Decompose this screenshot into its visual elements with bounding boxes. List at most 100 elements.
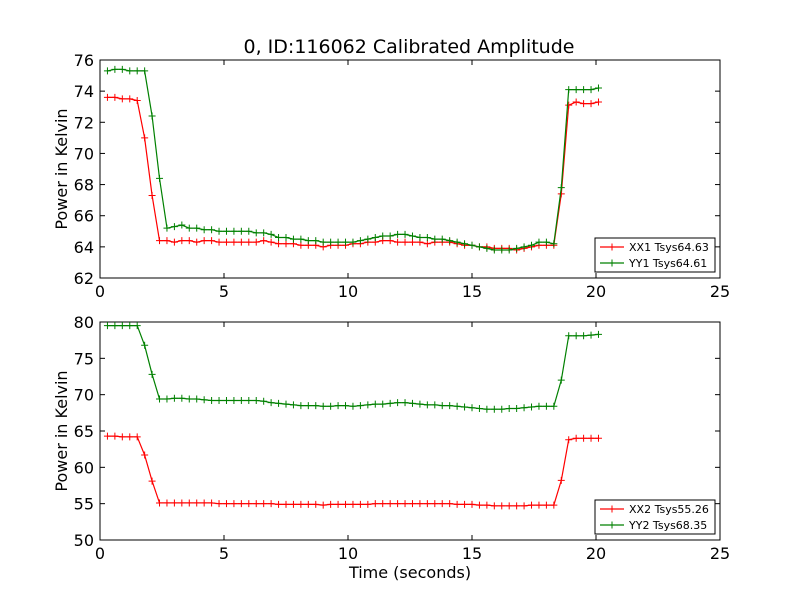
data-point: [111, 65, 119, 73]
data-point: [327, 238, 335, 246]
data-point: [267, 500, 275, 508]
data-point: [528, 241, 536, 249]
data-point: [542, 501, 550, 509]
data-point: [513, 244, 521, 252]
data-point: [364, 401, 372, 409]
data-point: [468, 500, 476, 508]
data-point: [215, 227, 223, 235]
data-point: [327, 500, 335, 508]
data-point: [401, 399, 409, 407]
data-point: [528, 501, 536, 509]
data-point: [520, 243, 528, 251]
data-point: [587, 331, 595, 339]
y-tick-label: 55: [74, 495, 94, 514]
data-point: [572, 98, 580, 106]
data-point: [185, 395, 193, 403]
data-point: [237, 500, 245, 508]
data-point: [490, 502, 498, 510]
data-point: [193, 499, 201, 507]
data-point: [193, 238, 201, 246]
x-tick-label: 15: [462, 544, 482, 563]
data-point: [572, 332, 580, 340]
data-point: [557, 184, 565, 192]
data-point: [260, 500, 268, 508]
data-point: [386, 500, 394, 508]
data-point: [520, 502, 528, 510]
data-point: [364, 235, 372, 243]
x-tick-label: 15: [462, 282, 482, 301]
data-point: [163, 395, 171, 403]
y-tick-label: 60: [74, 458, 94, 477]
data-point: [371, 400, 379, 408]
data-point: [118, 433, 126, 441]
data-point: [550, 402, 558, 410]
y-tick-label: 76: [74, 51, 94, 70]
data-point: [252, 500, 260, 508]
data-point: [141, 451, 149, 459]
data-point: [111, 432, 119, 440]
data-point: [483, 501, 491, 509]
data-point: [594, 98, 602, 106]
data-point: [163, 224, 171, 232]
data-point: [542, 238, 550, 246]
data-point: [453, 500, 461, 508]
data-point: [446, 402, 454, 410]
data-point: [327, 402, 335, 410]
y-axis-label: Power in Kelvin: [52, 370, 71, 491]
data-point: [245, 396, 253, 404]
data-point: [312, 402, 320, 410]
data-point: [386, 232, 394, 240]
data-point: [401, 238, 409, 246]
data-point: [126, 95, 134, 103]
data-point: [133, 322, 141, 330]
data-point: [237, 238, 245, 246]
chart-title: 0, ID:116062 Calibrated Amplitude: [244, 36, 575, 58]
data-point: [156, 237, 164, 245]
y-tick-label: 80: [74, 313, 94, 332]
legend-swatch-marker: [608, 505, 616, 513]
data-point: [133, 433, 141, 441]
data-point: [163, 499, 171, 507]
data-point: [356, 237, 364, 245]
y-tick-label: 50: [74, 531, 94, 550]
data-point: [461, 500, 469, 508]
data-point: [394, 399, 402, 407]
x-tick-label: 10: [338, 282, 358, 301]
data-point: [126, 67, 134, 75]
data-point: [438, 402, 446, 410]
data-point: [572, 434, 580, 442]
data-point: [222, 227, 230, 235]
data-point: [342, 500, 350, 508]
data-point: [416, 234, 424, 242]
x-tick-label: 20: [586, 282, 606, 301]
data-point: [208, 396, 216, 404]
data-point: [163, 237, 171, 245]
data-point: [580, 332, 588, 340]
data-point: [275, 240, 283, 248]
legend-box: [594, 237, 716, 273]
data-point: [178, 499, 186, 507]
data-point: [408, 399, 416, 407]
data-point: [431, 401, 439, 409]
data-point: [587, 86, 595, 94]
data-point: [141, 67, 149, 75]
data-point: [408, 232, 416, 240]
data-point: [185, 224, 193, 232]
data-point: [498, 246, 506, 254]
data-point: [490, 405, 498, 413]
data-point: [185, 237, 193, 245]
data-point: [535, 501, 543, 509]
data-point: [252, 238, 260, 246]
data-point: [103, 322, 111, 330]
data-point: [111, 93, 119, 101]
data-point: [453, 402, 461, 410]
data-point: [557, 476, 565, 484]
x-axis-label: Time (seconds): [348, 563, 471, 582]
legend-label: YY1 Tsys64.61: [628, 257, 707, 270]
data-point: [156, 395, 164, 403]
data-point: [297, 241, 305, 249]
data-point: [594, 434, 602, 442]
data-point: [222, 396, 230, 404]
data-point: [297, 402, 305, 410]
data-point: [446, 237, 454, 245]
